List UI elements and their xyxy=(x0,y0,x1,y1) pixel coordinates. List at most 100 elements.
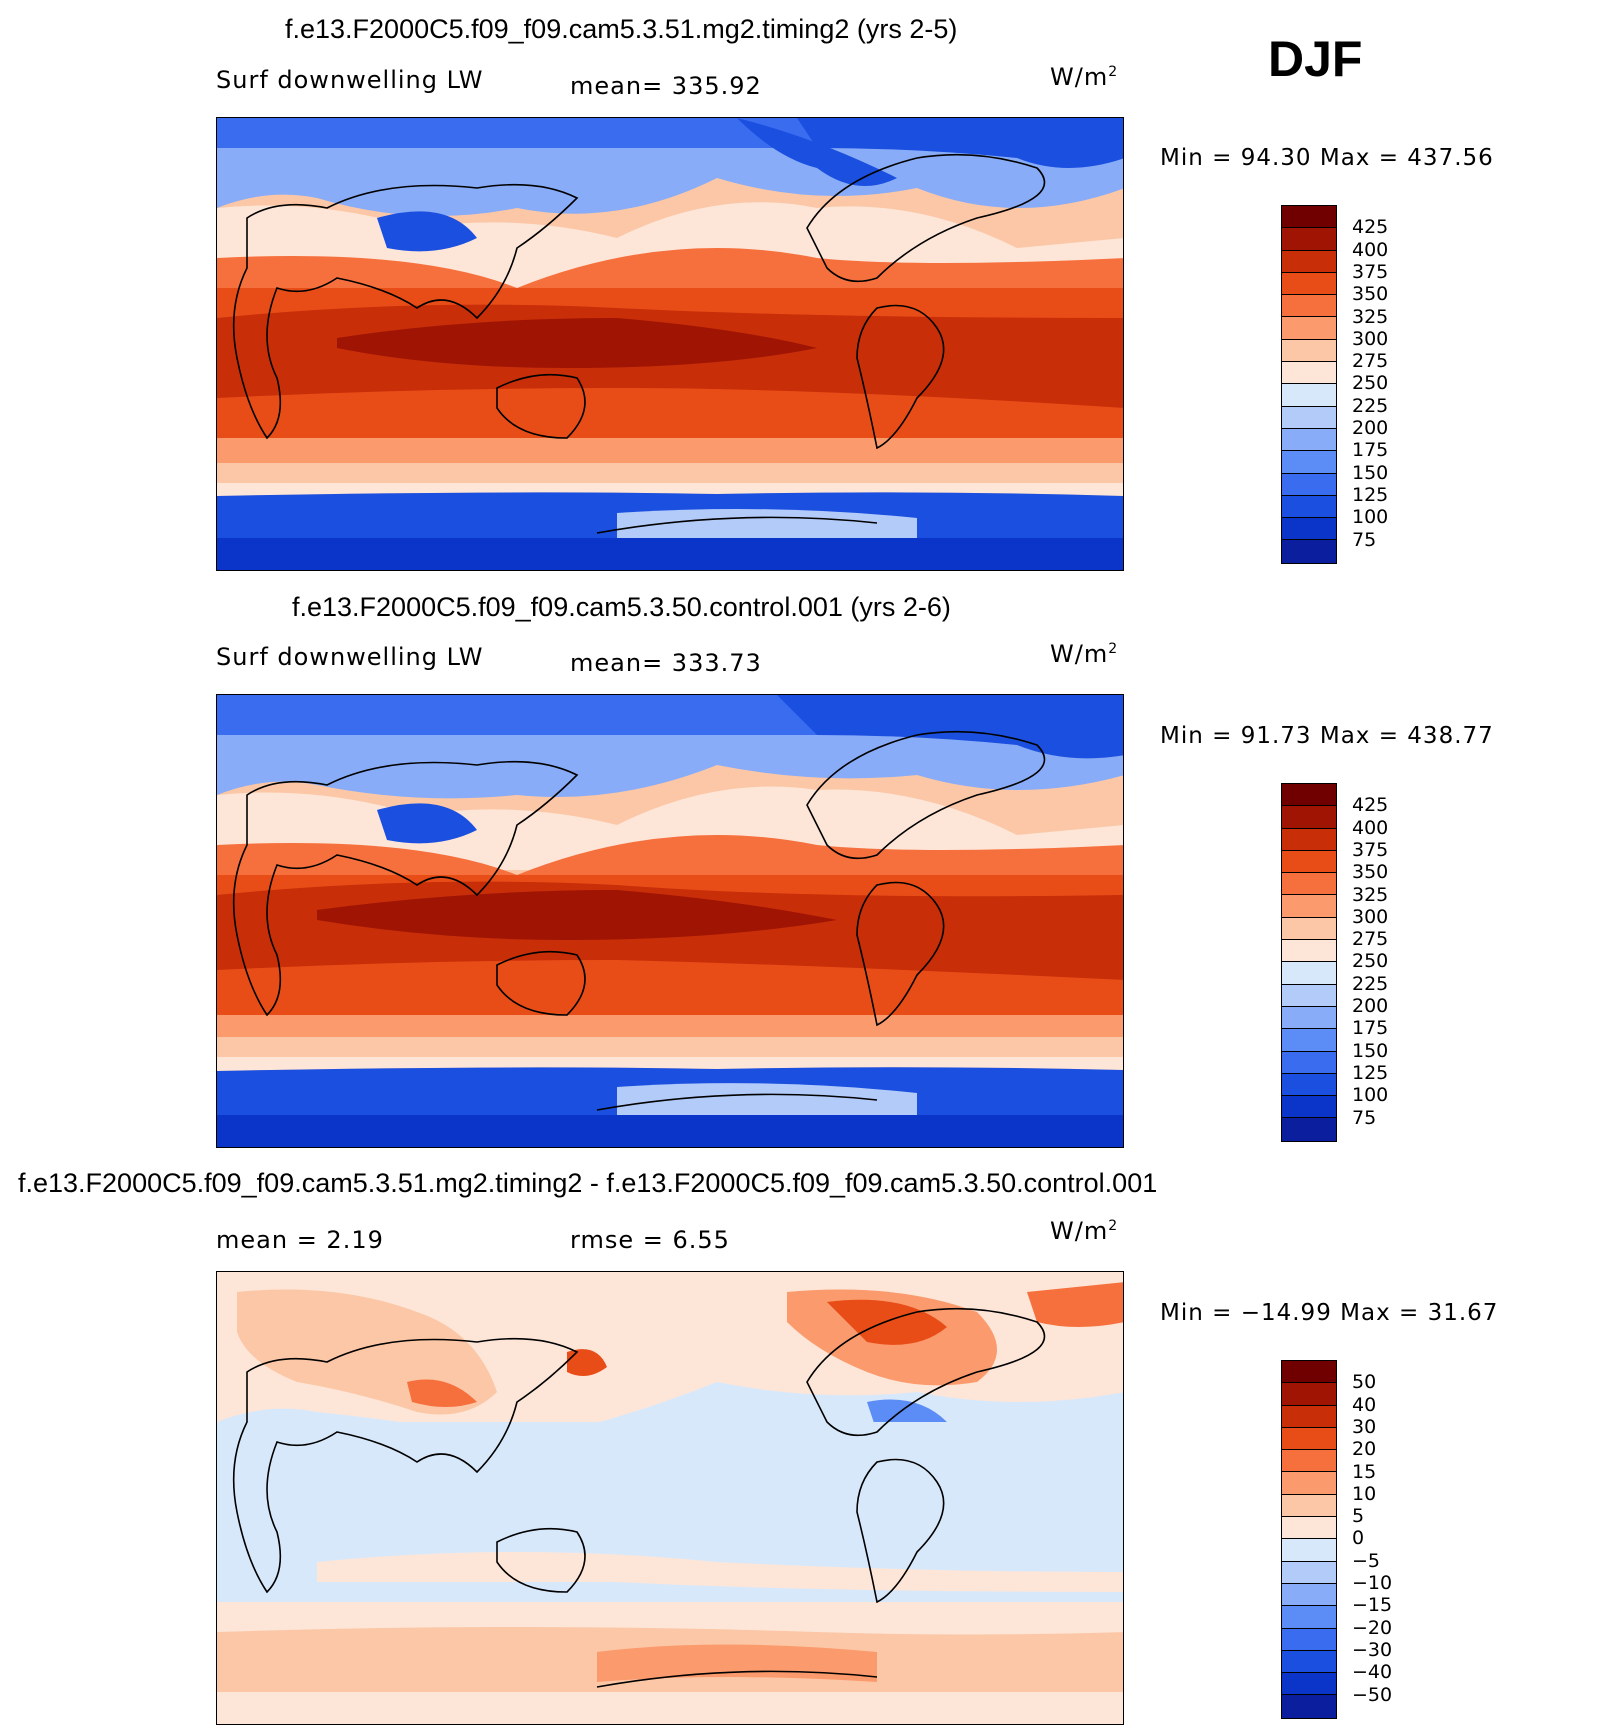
colorbar-swatch xyxy=(1282,1650,1336,1674)
colorbar-swatch xyxy=(1282,1051,1336,1074)
panel-control-case: f.e13.F2000C5.f09_f09.cam5.3.50.control.… xyxy=(0,577,1624,1154)
colorbar-tick-label: 175 xyxy=(1352,439,1389,462)
min-max-label: Min = 91.73 Max = 438.77 xyxy=(1160,723,1494,749)
variable-label: Surf downwelling LW xyxy=(216,643,484,671)
colorbar-tick-label: 100 xyxy=(1352,1084,1389,1107)
panel-title: f.e13.F2000C5.f09_f09.cam5.3.51.mg2.timi… xyxy=(18,1168,1158,1198)
colorbar-tick-label: 150 xyxy=(1352,1039,1389,1062)
units-label: W/m2 xyxy=(1050,63,1119,91)
colorbar-swatch xyxy=(1282,1628,1336,1651)
colorbar-swatch xyxy=(1282,518,1336,541)
colorbar-swatch xyxy=(1282,784,1336,807)
season-label: DJF xyxy=(1268,31,1363,87)
colorbar-tick-label: 15 xyxy=(1352,1460,1377,1483)
colorbar-swatch xyxy=(1282,250,1336,273)
map-field xyxy=(217,695,1123,1147)
colorbar-tick-label: 75 xyxy=(1352,1106,1377,1129)
colorbar-tick-label: 40 xyxy=(1352,1393,1377,1416)
colorbar-swatch xyxy=(1282,1073,1336,1097)
colorbar-swatch xyxy=(1282,473,1336,496)
mean-label: mean = 2.19 xyxy=(216,1226,384,1254)
colorbar-tick-label: 325 xyxy=(1352,883,1389,906)
panel-test-case: f.e13.F2000C5.f09_f09.cam5.3.51.mg2.timi… xyxy=(0,0,1624,577)
colorbar-swatch xyxy=(1282,1405,1336,1428)
colorbar-tick-label: 250 xyxy=(1352,950,1389,973)
colorbar-swatch xyxy=(1282,272,1336,296)
colorbar-swatch xyxy=(1282,940,1336,963)
colorbar-tick-label: 75 xyxy=(1352,528,1377,551)
colorbar xyxy=(1281,205,1337,564)
colorbar-tick-label: 125 xyxy=(1352,1061,1389,1084)
colorbar-tick-label: 300 xyxy=(1352,327,1389,350)
colorbar-swatch xyxy=(1282,850,1336,874)
colorbar-swatch xyxy=(1282,895,1336,918)
colorbar-tick-label: 225 xyxy=(1352,394,1389,417)
contour-map xyxy=(216,1271,1124,1725)
colorbar-tick-label: 325 xyxy=(1352,305,1389,328)
colorbar-swatch xyxy=(1282,828,1336,851)
colorbar-tick-label: 300 xyxy=(1352,905,1389,928)
colorbar-tick-label: 250 xyxy=(1352,372,1389,395)
mean-label: mean= 333.73 xyxy=(570,649,762,677)
map-field xyxy=(217,118,1123,570)
colorbar-tick-label: 200 xyxy=(1352,417,1389,439)
colorbar-swatch xyxy=(1282,362,1336,385)
panel-title: f.e13.F2000C5.f09_f09.cam5.3.50.control.… xyxy=(292,592,951,622)
colorbar xyxy=(1281,1360,1337,1719)
map-field xyxy=(217,1272,1123,1724)
mean-label: mean= 335.92 xyxy=(570,72,762,100)
colorbar-tick-label: −20 xyxy=(1352,1616,1393,1639)
contour-map xyxy=(216,117,1124,571)
colorbar-tick-label: 5 xyxy=(1352,1505,1365,1528)
contour-map xyxy=(216,694,1124,1148)
colorbar-tick-label: 175 xyxy=(1352,1017,1389,1040)
colorbar-swatch xyxy=(1282,295,1336,318)
colorbar-tick-label: 0 xyxy=(1352,1527,1365,1550)
panel-title: f.e13.F2000C5.f09_f09.cam5.3.51.mg2.timi… xyxy=(285,14,958,44)
colorbar-swatch xyxy=(1282,317,1336,340)
colorbar-tick-label: 425 xyxy=(1352,794,1389,817)
colorbar-tick-label: 50 xyxy=(1352,1371,1377,1394)
colorbar-swatch xyxy=(1282,206,1336,229)
variable-label: Surf downwelling LW xyxy=(216,66,484,94)
colorbar-tick-label: 150 xyxy=(1352,461,1389,484)
min-max-label: Min = −14.99 Max = 31.67 xyxy=(1160,1300,1499,1326)
colorbar-swatch xyxy=(1282,1383,1336,1406)
colorbar-swatch xyxy=(1282,1583,1336,1607)
colorbar-swatch xyxy=(1282,339,1336,363)
colorbar-tick-label: 10 xyxy=(1352,1482,1377,1505)
colorbar-swatch xyxy=(1282,1450,1336,1473)
colorbar-swatch xyxy=(1282,1561,1336,1584)
colorbar-tick-label: 400 xyxy=(1352,816,1389,839)
colorbar-swatch xyxy=(1282,1517,1336,1540)
colorbar-swatch xyxy=(1282,228,1336,251)
colorbar-tick-label: 375 xyxy=(1352,260,1389,283)
units-label: W/m2 xyxy=(1050,640,1119,668)
colorbar-swatch xyxy=(1282,1361,1336,1384)
colorbar-tick-label: 275 xyxy=(1352,928,1389,951)
panel-difference: f.e13.F2000C5.f09_f09.cam5.3.51.mg2.timi… xyxy=(0,1154,1624,1731)
colorbar-swatch xyxy=(1282,1673,1336,1696)
min-max-label: Min = 94.30 Max = 437.56 xyxy=(1160,145,1494,171)
colorbar-tick-label: −40 xyxy=(1352,1661,1393,1684)
colorbar-swatch xyxy=(1282,873,1336,896)
colorbar-tick-label: 125 xyxy=(1352,483,1389,506)
colorbar-swatch xyxy=(1282,384,1336,407)
colorbar-swatch xyxy=(1282,495,1336,519)
colorbar-tick-label: 350 xyxy=(1352,283,1389,306)
colorbar-tick-label: −10 xyxy=(1352,1572,1393,1594)
colorbar-tick-label: 225 xyxy=(1352,972,1389,995)
colorbar xyxy=(1281,783,1337,1142)
colorbar-tick-label: 350 xyxy=(1352,861,1389,884)
colorbar-swatch xyxy=(1282,1118,1336,1141)
colorbar-swatch xyxy=(1282,540,1336,563)
colorbar-swatch xyxy=(1282,1427,1336,1451)
colorbar-swatch xyxy=(1282,1472,1336,1495)
colorbar-swatch xyxy=(1282,962,1336,985)
colorbar-tick-label: 425 xyxy=(1352,216,1389,239)
colorbar-tick-label: 400 xyxy=(1352,238,1389,261)
colorbar-swatch xyxy=(1282,1539,1336,1562)
colorbar-tick-label: 20 xyxy=(1352,1438,1377,1461)
colorbar-swatch xyxy=(1282,1494,1336,1518)
colorbar-swatch xyxy=(1282,428,1336,452)
